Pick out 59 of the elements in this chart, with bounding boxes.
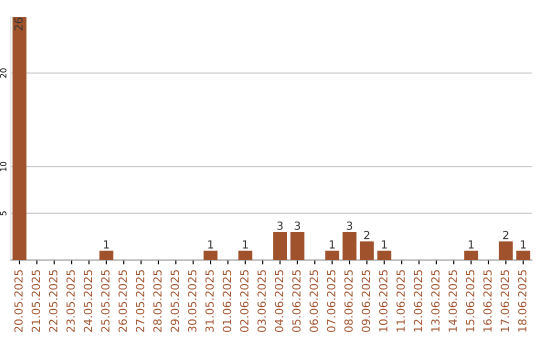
y-tick-label: 20	[0, 68, 6, 78]
x-tick-label: 14.06.2025	[448, 270, 457, 332]
bar	[464, 250, 478, 260]
x-tick-label: 17.06.2025	[500, 270, 510, 332]
bar	[516, 250, 530, 260]
x-tick-label: 06.06.2025	[310, 270, 318, 332]
y-tick-label: 5	[0, 211, 6, 216]
data-label: 1	[382, 240, 387, 248]
data-label: 1	[104, 240, 109, 248]
data-label: 26	[14, 18, 23, 30]
x-tick-label: 08.06.2025	[344, 270, 353, 332]
data-label: 1	[468, 240, 474, 248]
data-label: 2	[364, 230, 370, 240]
x-tick-label: 24.05.2025	[84, 270, 92, 332]
data-label: 3	[346, 221, 352, 230]
x-tick-label: 28.05.2025	[153, 270, 162, 332]
bar	[360, 241, 374, 260]
x-tick-label: 15.06.2025	[466, 270, 474, 332]
bar	[325, 250, 340, 260]
data-label: 1	[520, 240, 526, 248]
data-label: 2	[503, 230, 508, 240]
data-label: 1	[242, 240, 248, 248]
x-tick-label: 10.06.2025	[379, 270, 388, 332]
data-label: 1	[330, 240, 335, 248]
x-tick-label: 29.05.2025	[170, 270, 180, 332]
x-tick-label: 22.05.2025	[49, 270, 58, 332]
x-tick-label: 04.06.2025	[274, 270, 284, 332]
data-label: 3	[294, 221, 300, 230]
x-tick-label: 11.06.2025	[396, 270, 405, 332]
bar	[204, 250, 218, 260]
data-label: 3	[277, 221, 283, 230]
bar	[238, 250, 252, 260]
x-tick-label: 23.05.2025	[66, 270, 75, 332]
x-tick-label: 13.06.2025	[431, 270, 440, 332]
bar	[99, 250, 114, 260]
x-tick-label: 30.05.2025	[188, 270, 196, 332]
data-label: 1	[208, 240, 214, 248]
x-tick-label: 18.06.2025	[518, 270, 526, 332]
bar	[12, 17, 26, 260]
bar	[342, 232, 356, 260]
x-tick-label: 27.05.2025	[136, 270, 144, 332]
x-tick-label: 25.05.2025	[101, 270, 110, 332]
x-tick-label: 07.06.2025	[326, 270, 336, 332]
x-tick-label: 12.06.2025	[414, 270, 422, 332]
x-tick-label: 01.06.2025	[222, 270, 232, 332]
bar	[290, 232, 304, 260]
x-tick-label: 02.06.2025	[240, 270, 249, 332]
x-tick-label: 26.05.2025	[118, 270, 127, 332]
x-tick-label: 21.05.2025	[32, 270, 40, 332]
x-tick-label: 31.05.2025	[205, 270, 214, 332]
x-tick-label: 05.06.2025	[292, 270, 301, 332]
x-tick-label: 03.06.2025	[257, 270, 266, 332]
bar	[377, 250, 392, 260]
x-tick-label: 20.05.2025	[14, 270, 23, 332]
y-tick-label: 10	[0, 162, 6, 171]
bar	[498, 241, 513, 260]
bar	[273, 232, 287, 260]
x-tick-label: 09.06.2025	[362, 270, 370, 332]
x-tick-label: 16.06.2025	[483, 270, 492, 332]
